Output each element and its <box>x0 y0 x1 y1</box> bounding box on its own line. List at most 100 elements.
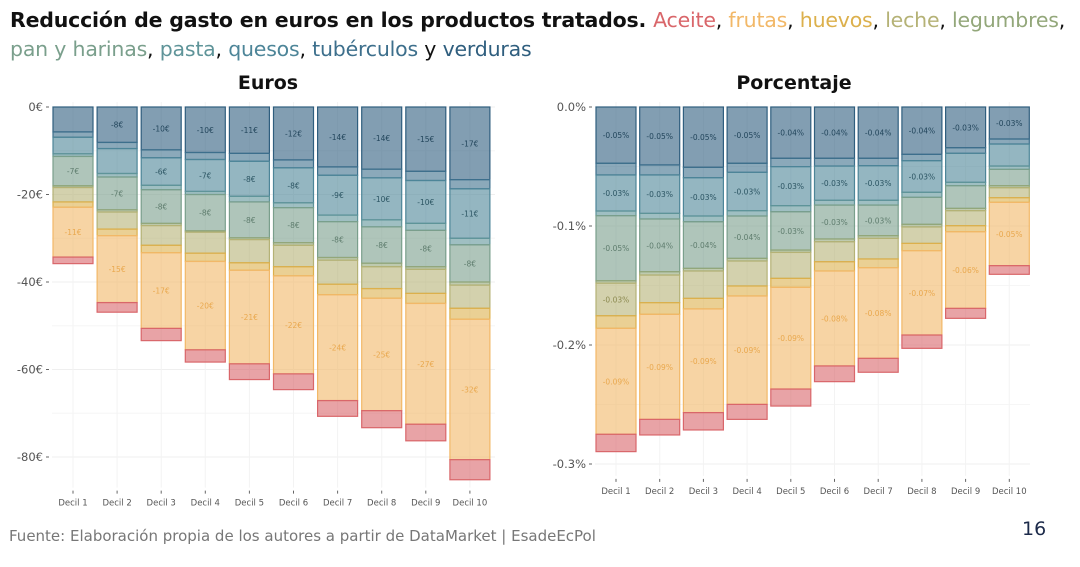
x-tick-label: Decil 9 <box>411 499 440 509</box>
data-label: -0.09% <box>734 346 761 355</box>
x-tick-label: Decil 10 <box>992 487 1027 497</box>
bar-segment-aceite <box>52 256 94 265</box>
data-label: -0.05% <box>603 244 630 253</box>
bar-segment-pasta <box>317 214 359 223</box>
bar-segment-aceite <box>96 301 138 313</box>
y-tick-label: -0.1% <box>553 219 586 233</box>
bar-segment-pan-y-harinas <box>944 185 987 209</box>
bar-segment-quesos <box>770 166 812 207</box>
bar-segment-leche <box>96 211 138 230</box>
bar-segment-frutas <box>901 250 943 336</box>
y-tick-label: -0.2% <box>553 338 586 352</box>
title-product-5: legumbres <box>952 8 1059 32</box>
data-label: -8€ <box>155 203 167 212</box>
data-label: -27€ <box>417 360 434 369</box>
bar-segment-verduras <box>726 106 768 164</box>
title-product-7: pasta <box>159 37 216 61</box>
data-label: -11€ <box>64 228 81 237</box>
bar-segment-aceite <box>595 433 637 453</box>
bar-segment-verduras <box>140 106 182 151</box>
data-label: -0.03% <box>909 172 936 181</box>
bar-segment-frutas <box>184 260 226 351</box>
title-product-8: quesos <box>228 37 300 61</box>
data-label: -0.03% <box>690 193 717 202</box>
bar-segment-huevos <box>944 225 987 233</box>
bar-segment-aceite <box>405 423 447 442</box>
data-label: -8€ <box>376 241 388 250</box>
bar-segment-leche <box>361 266 403 290</box>
data-label: -8€ <box>111 121 123 130</box>
bar-segment-pan-y-harinas <box>361 226 403 264</box>
bar-segment-aceite <box>272 373 315 391</box>
bar-segment-leche <box>901 226 943 244</box>
bar-segment-leche <box>595 282 637 317</box>
data-label: -17€ <box>461 139 478 148</box>
bar-segment-pan-y-harinas <box>272 207 315 244</box>
data-label: -7€ <box>111 189 123 198</box>
bar-segment-quesos <box>682 177 725 217</box>
bar-segment-tubérculos <box>857 157 899 167</box>
data-label: -0.09% <box>603 377 630 386</box>
bar-segment-huevos <box>140 244 182 254</box>
bar-segment-pan-y-harinas <box>988 168 1030 187</box>
data-label: -0.03% <box>778 227 805 236</box>
bar-segment-quesos <box>361 177 403 221</box>
bar-segment-pan-y-harinas <box>770 211 812 251</box>
bar-segment-pasta <box>449 237 491 246</box>
data-label: -0.04% <box>821 129 848 138</box>
data-label: -0.05% <box>646 132 673 141</box>
x-tick-label: Decil 4 <box>191 499 220 509</box>
title-product-2: frutas <box>728 8 788 32</box>
data-label: -0.03% <box>603 189 630 198</box>
x-tick-label: Decil 3 <box>689 487 718 497</box>
bar-segment-quesos <box>272 167 315 204</box>
bar-segment-aceite <box>682 411 725 431</box>
bar-segment-leche <box>449 284 491 309</box>
bar-segment-verduras <box>944 106 987 149</box>
bar-segment-tubérculos <box>184 151 226 161</box>
bar-segment-tubérculos <box>726 162 768 173</box>
y-tick-label: -60€ <box>17 363 43 377</box>
data-label: -0.07% <box>909 289 936 298</box>
bar-segment-frutas <box>449 318 491 461</box>
data-label: -8€ <box>199 209 211 218</box>
bar-segment-pan-y-harinas <box>595 215 637 282</box>
bar-segment-huevos <box>449 307 491 320</box>
bar-segment-aceite <box>857 357 899 373</box>
bar-segment-frutas <box>140 252 182 329</box>
bar-segment-frutas <box>770 286 812 390</box>
x-tick-label: Decil 8 <box>367 499 396 509</box>
data-label: -10€ <box>153 124 170 133</box>
bar-segment-huevos <box>682 297 725 310</box>
bar-segment-huevos <box>272 266 315 277</box>
bar-segment-verduras <box>449 106 491 181</box>
bar-segment-leche <box>317 259 359 285</box>
bar-segment-verduras <box>813 106 856 159</box>
bar-segment-verduras <box>272 106 315 161</box>
bar-segment-pasta <box>595 210 637 217</box>
bar-segment-quesos <box>449 188 491 239</box>
bar-segment-huevos <box>52 201 94 208</box>
bar-segment-pan-y-harinas <box>682 221 725 269</box>
bar-segment-tubérculos <box>449 179 491 190</box>
bar-segment-quesos <box>726 171 768 212</box>
data-label: -0.04% <box>646 241 673 250</box>
data-label: -17€ <box>153 287 170 296</box>
x-tick-label: Decil 7 <box>323 499 352 509</box>
bar-segment-verduras <box>770 106 812 159</box>
title-product-3: huevos <box>799 8 873 32</box>
bar-segment-huevos <box>405 292 447 305</box>
bar-segment-quesos <box>228 160 270 197</box>
bar-segment-huevos <box>184 252 226 263</box>
data-label: -8€ <box>243 216 255 225</box>
bar-segment-verduras <box>595 106 637 164</box>
bar-segment-aceite <box>184 349 226 363</box>
bar-segment-leche <box>682 270 725 299</box>
bar-segment-quesos <box>639 174 681 214</box>
bar-segment-huevos <box>317 283 359 296</box>
bar-segment-huevos <box>595 315 637 329</box>
bar-segment-huevos <box>639 302 681 315</box>
data-label: -0.04% <box>690 241 717 250</box>
bar-segment-tubérculos <box>813 157 856 167</box>
